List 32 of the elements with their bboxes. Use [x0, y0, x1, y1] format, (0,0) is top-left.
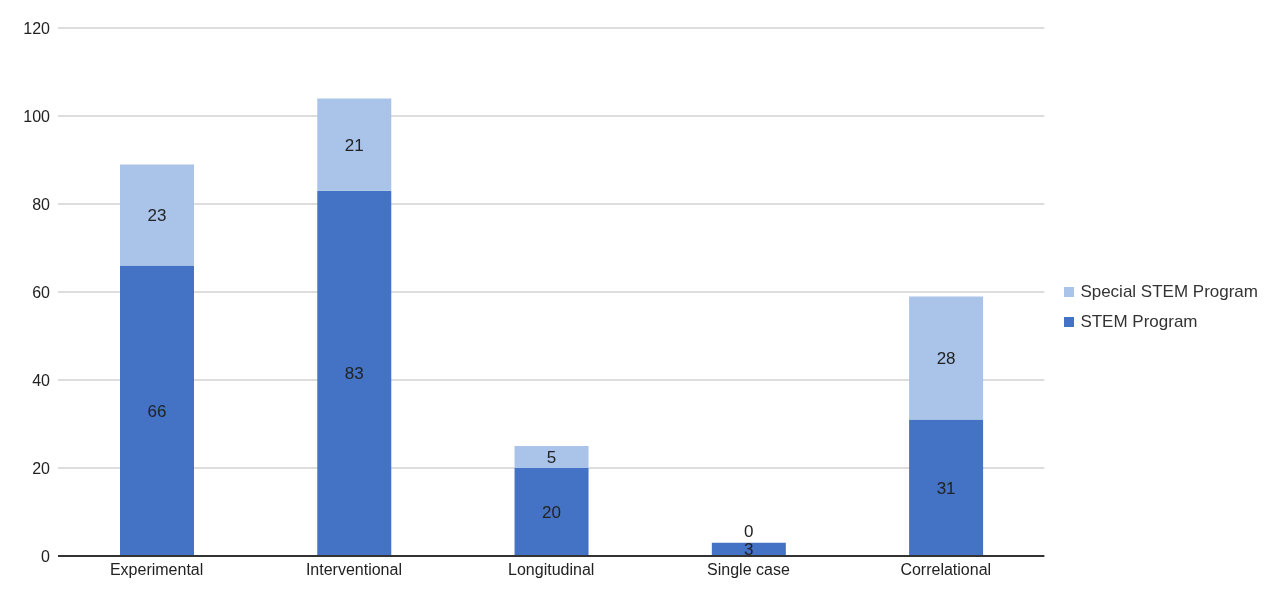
x-tick-label: Single case [707, 561, 790, 579]
y-tick-label: 0 [41, 547, 51, 565]
data-label: 83 [344, 364, 364, 384]
y-tick-label: 40 [32, 371, 51, 389]
data-label: 31 [936, 478, 956, 498]
legend-label: Special STEM Program [1080, 282, 1258, 302]
bar [909, 419, 984, 556]
data-label: 0 [744, 521, 754, 541]
y-tick-label: 20 [32, 459, 51, 477]
x-tick-label: Interventional [305, 561, 402, 579]
data-label: 20 [542, 502, 562, 522]
bar [317, 190, 392, 556]
bar [317, 98, 392, 191]
bar [120, 265, 194, 556]
data-label: 3 [744, 540, 754, 560]
data-label: 23 [147, 205, 167, 225]
bar [909, 296, 984, 420]
bar [120, 164, 194, 266]
x-tick-label: Longitudinal [508, 561, 595, 579]
y-tick-label: 120 [23, 19, 51, 37]
bar [514, 468, 589, 556]
x-tick-label: Correlational [900, 561, 992, 579]
data-label: 28 [936, 348, 956, 368]
x-tick-label: Experimental [109, 561, 204, 579]
data-label: 21 [344, 135, 364, 155]
legend-label: STEM Program [1080, 312, 1198, 332]
y-tick-label: 60 [32, 283, 51, 301]
bar [514, 446, 589, 468]
y-tick-label: 80 [32, 195, 51, 213]
y-tick-label: 100 [23, 107, 51, 125]
data-label: 5 [546, 447, 557, 467]
data-label: 66 [147, 401, 167, 421]
